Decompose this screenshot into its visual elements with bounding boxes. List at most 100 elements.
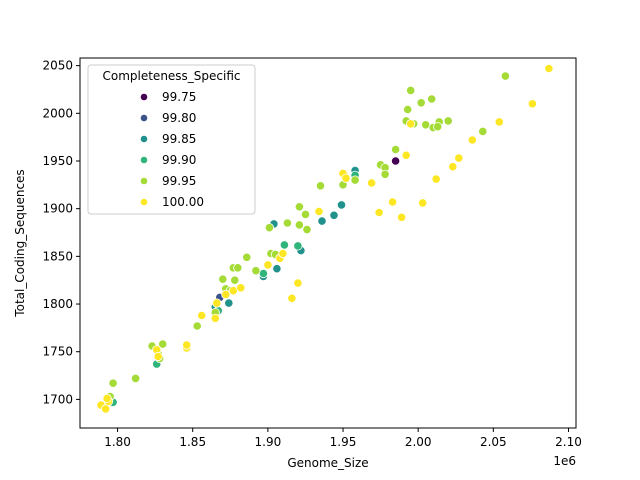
data-point — [153, 351, 163, 362]
data-points — [96, 63, 554, 414]
y-tick-label: 1700 — [42, 392, 73, 406]
legend-title: Completeness_Specific — [102, 69, 240, 83]
legend-marker — [140, 114, 148, 122]
x-tick-label: 2.00 — [405, 435, 432, 449]
data-point — [272, 264, 282, 274]
data-point — [427, 94, 437, 104]
data-point — [293, 241, 303, 251]
legend-label: 99.85 — [162, 132, 196, 146]
data-point — [210, 313, 220, 323]
x-tick-label: 1.80 — [104, 435, 131, 449]
data-point — [278, 248, 288, 259]
data-point — [380, 169, 390, 179]
data-point — [467, 135, 477, 145]
data-point — [350, 175, 360, 185]
x-tick-label: 1.95 — [330, 435, 357, 449]
y-tick-label: 1900 — [42, 202, 73, 216]
x-axis-offset-label: 1e6 — [553, 454, 576, 468]
data-point — [108, 378, 118, 388]
data-point — [390, 144, 401, 155]
x-tick-label: 2.05 — [480, 435, 507, 449]
data-point — [494, 117, 504, 127]
y-tick-label: 1850 — [42, 249, 73, 263]
data-point — [197, 310, 207, 321]
data-point — [387, 197, 398, 207]
data-point — [212, 298, 222, 308]
data-point — [221, 289, 231, 300]
data-point — [448, 162, 458, 172]
data-point — [302, 225, 312, 235]
data-point — [230, 275, 240, 285]
data-point — [233, 263, 243, 273]
data-point — [300, 209, 311, 219]
data-point — [314, 206, 324, 217]
legend-label: 99.80 — [162, 111, 196, 125]
data-point — [264, 223, 274, 233]
data-point — [158, 339, 168, 349]
data-point — [294, 202, 304, 212]
data-point — [242, 252, 252, 262]
data-point — [390, 156, 401, 166]
data-point — [403, 104, 413, 115]
axes: 1.80 1.85 1.90 1.95 2.00 2.05 2.10 1700 1750 1800… — [42, 57, 582, 449]
y-tick-label: 2050 — [42, 59, 73, 73]
data-point — [443, 116, 453, 126]
y-tick-label: 1950 — [42, 154, 73, 168]
data-point — [224, 298, 234, 308]
data-point — [192, 321, 202, 331]
data-point — [478, 126, 488, 136]
data-point — [374, 207, 384, 218]
data-point — [396, 212, 407, 222]
y-tick-label: 1750 — [42, 345, 73, 359]
data-point — [431, 174, 441, 184]
legend-box — [87, 64, 256, 215]
legend-marker — [140, 135, 148, 143]
data-point — [401, 150, 411, 160]
data-point — [329, 210, 339, 220]
legend-marker — [140, 156, 148, 164]
legend-label: 99.75 — [162, 90, 196, 104]
data-point — [279, 240, 289, 250]
legend-label: 100.00 — [162, 195, 204, 209]
data-point — [282, 218, 292, 228]
data-point — [131, 373, 141, 383]
legend-label: 99.90 — [162, 153, 196, 167]
y-axis-label: Total_Coding_Sequences — [13, 169, 27, 317]
data-point — [293, 278, 303, 288]
data-point — [263, 260, 273, 270]
data-point — [406, 119, 416, 129]
data-point — [236, 283, 246, 293]
x-tick-label: 1.90 — [255, 435, 282, 449]
x-axis-label: Genome_Size — [287, 456, 368, 470]
data-point — [418, 198, 428, 208]
data-point — [544, 63, 554, 74]
data-point — [251, 266, 261, 276]
data-point — [218, 274, 228, 284]
x-tick-label: 2.10 — [555, 435, 582, 449]
x-tick-label: 1.85 — [179, 435, 206, 449]
data-point — [500, 71, 510, 81]
data-point — [433, 122, 443, 132]
data-point — [317, 216, 327, 226]
y-tick-label: 2000 — [42, 106, 73, 120]
data-point — [336, 200, 347, 210]
legend-label: 99.95 — [162, 174, 196, 188]
legend: Completeness_Specific 99.75 99.80 99.85 99.9… — [87, 64, 256, 215]
data-point — [527, 99, 538, 109]
data-point — [101, 404, 111, 414]
data-point — [287, 293, 297, 303]
data-point — [294, 220, 304, 230]
data-point — [182, 340, 192, 350]
data-point — [416, 98, 426, 108]
axes-frame — [79, 57, 577, 429]
legend-marker — [140, 198, 148, 206]
legend-marker — [140, 93, 148, 101]
data-point — [454, 153, 464, 163]
data-point — [366, 178, 377, 188]
data-point — [102, 393, 112, 403]
legend-marker — [140, 177, 148, 185]
data-point — [406, 85, 416, 96]
data-point — [341, 173, 351, 183]
y-tick-label: 1800 — [42, 297, 73, 311]
